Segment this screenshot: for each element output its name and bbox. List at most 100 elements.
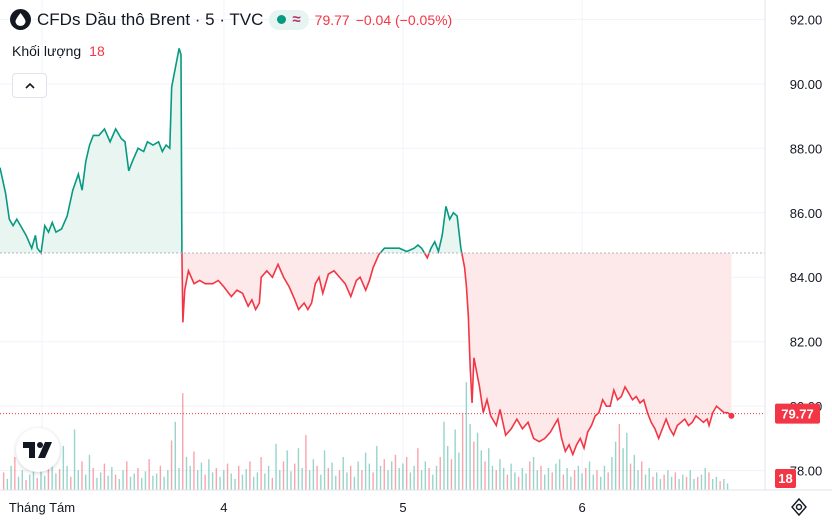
volume-bar — [357, 461, 359, 490]
volume-bar — [600, 476, 602, 490]
grid — [0, 0, 765, 490]
volume-bar — [648, 468, 650, 490]
volume-bar — [697, 476, 699, 490]
volume-bar — [488, 448, 490, 490]
volume-bar — [267, 465, 270, 490]
volume-bar — [502, 468, 505, 490]
volume-bar — [301, 468, 303, 490]
volume-bar — [17, 476, 20, 490]
volume-bar — [417, 448, 419, 490]
volume-bar — [405, 457, 408, 490]
volume-bar — [193, 451, 195, 490]
volume-bar — [633, 454, 635, 490]
market-status-badge[interactable]: ≈ — [269, 9, 309, 30]
volume-bar — [271, 477, 274, 490]
volume-bar — [260, 457, 262, 490]
volume-bar — [562, 474, 565, 490]
oil-drop-icon — [10, 9, 31, 30]
volume-bar — [547, 468, 550, 490]
volume-bar — [126, 461, 128, 490]
volume-bar — [14, 457, 16, 490]
wave-icon: ≈ — [292, 11, 301, 28]
volume-bar — [622, 448, 624, 490]
volume-bar — [711, 479, 714, 490]
volume-bar — [238, 465, 240, 490]
svg-text:18: 18 — [778, 471, 792, 486]
volume-bar — [77, 470, 79, 490]
volume-bar — [327, 468, 329, 490]
volume-bar — [241, 474, 244, 490]
collapse-legend-button[interactable] — [12, 73, 47, 98]
volume-bar — [376, 446, 378, 490]
volume-bar — [708, 472, 710, 490]
volume-bar — [443, 421, 445, 490]
volume-bar — [144, 471, 147, 490]
volume-bar — [484, 461, 486, 490]
volume-bar — [409, 472, 412, 490]
volume-bar — [447, 446, 449, 490]
chevron-up-icon — [24, 82, 35, 89]
volume-bar — [391, 461, 393, 490]
volume-bar — [726, 483, 729, 490]
volume-bar — [715, 476, 718, 490]
volume-bar — [529, 461, 531, 490]
volume-bar — [517, 476, 520, 490]
volume-bar — [364, 452, 367, 490]
volume-bar — [226, 463, 229, 490]
volume-bar — [432, 474, 434, 490]
volume-bar — [70, 476, 72, 490]
volume-bar — [204, 474, 206, 490]
volume-bar — [51, 459, 53, 490]
volume-value: 18 — [89, 43, 105, 59]
volume-bar — [88, 454, 91, 490]
volume-bar — [551, 472, 553, 490]
volume-bar — [159, 465, 162, 490]
tradingview-logo-icon[interactable] — [16, 428, 60, 472]
volume-bar — [256, 472, 259, 490]
volume-bar — [439, 457, 441, 490]
volume-bar — [402, 463, 404, 490]
volume-bar — [536, 470, 538, 490]
volume-bar — [99, 472, 102, 490]
price-tick-label: 86.00 — [790, 206, 823, 221]
volume-bar — [450, 459, 453, 490]
volume-bar — [577, 465, 580, 490]
volume-value-label: 18 — [775, 469, 796, 488]
volume-bar — [282, 461, 285, 490]
volume-bar — [342, 457, 344, 490]
volume-bar — [637, 470, 639, 490]
volume-bar — [383, 459, 385, 490]
price-tick-label: 82.00 — [790, 335, 823, 350]
price-tick-label: 90.00 — [790, 77, 823, 92]
volume-bar — [189, 465, 191, 490]
volume-bar — [2, 472, 5, 490]
volume-bar — [185, 457, 188, 490]
symbol-title[interactable]: CFDs Dầu thô Brent · 5 · TVC — [37, 9, 264, 29]
volume-bar — [338, 470, 341, 490]
time-axis[interactable]: Tháng Tám 4 5 6 — [0, 489, 832, 515]
volume-bar — [286, 450, 288, 490]
volume-bar — [476, 432, 479, 490]
volume-bar — [607, 472, 609, 490]
last-price: 79.77 — [314, 11, 350, 28]
volume-bar — [514, 472, 516, 490]
volume-bar — [312, 459, 315, 490]
volume-bar — [62, 446, 65, 490]
volume-bar — [566, 468, 568, 490]
volume-bar — [245, 469, 247, 490]
volume-bar — [137, 468, 139, 490]
volume-bar — [353, 476, 356, 490]
price-tick-label: 92.00 — [790, 12, 823, 27]
volume-bar — [525, 473, 527, 490]
volume-bar — [689, 470, 691, 490]
volume-bar — [103, 463, 106, 490]
volume-bar — [219, 476, 221, 490]
volume-bar — [644, 474, 647, 490]
settings-gear-icon[interactable] — [789, 497, 809, 517]
volume-bar — [719, 481, 721, 490]
volume-bar — [469, 424, 471, 490]
volume-bar — [473, 441, 475, 490]
volume-bar — [611, 457, 613, 490]
volume-bar — [308, 470, 311, 490]
